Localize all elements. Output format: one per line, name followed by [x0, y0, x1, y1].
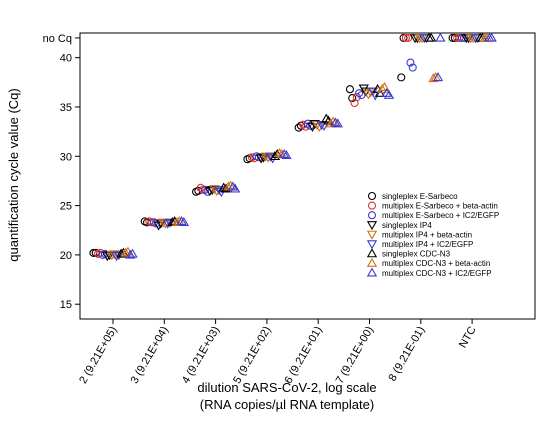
data-point — [455, 33, 464, 42]
data-point — [230, 183, 241, 193]
data-point — [220, 183, 232, 193]
legend-marker — [366, 221, 378, 231]
data-point — [426, 32, 437, 42]
data-point — [345, 85, 355, 94]
data-point — [352, 93, 361, 102]
data-point — [102, 252, 113, 262]
legend-label: multiplex CDC-N3 + beta-actin — [382, 259, 490, 268]
data-point — [381, 87, 392, 97]
legend-label: singleplex E-Sarbeco — [382, 192, 458, 201]
x-axis-title-line-2: (RNA copies/µl RNA template) — [200, 397, 374, 412]
legend-label: singleplex CDC-N3 — [382, 250, 451, 259]
data-point — [120, 247, 131, 257]
data-point — [204, 187, 215, 197]
data-point — [355, 89, 364, 98]
data-point — [314, 122, 325, 132]
data-point — [432, 72, 444, 82]
data-point — [176, 216, 187, 226]
data-point — [401, 33, 410, 42]
y-axis-title: quantification cycle value (Cq) — [6, 88, 21, 261]
legend-label: multiplex E-Sarbeco + beta-actin — [382, 202, 498, 211]
data-point — [435, 32, 446, 42]
data-point — [383, 89, 395, 99]
data-point — [269, 150, 281, 160]
data-point — [399, 33, 408, 42]
data-point — [279, 148, 290, 159]
data-point — [330, 117, 341, 127]
y-axis: 15 20 25 30 35 40 no Cq — [43, 33, 80, 311]
legend-label: multiplex E-Sarbeco + IC2/EGFP — [382, 211, 499, 220]
data-point — [357, 91, 366, 100]
plot-frame — [79, 32, 536, 320]
data-point — [125, 249, 136, 259]
data-point — [225, 180, 236, 190]
data-point — [406, 58, 415, 67]
legend-marker — [366, 257, 378, 267]
data-point — [153, 221, 164, 231]
data-point — [227, 181, 238, 191]
data-point — [404, 33, 413, 42]
y-tick-label: 20 — [60, 250, 72, 262]
x-axis-title-line-1: dilution SARS-CoV-2, log scale — [197, 380, 376, 395]
data-point — [281, 149, 292, 159]
data-point — [178, 217, 189, 227]
data-point — [486, 32, 497, 42]
data-point — [328, 116, 339, 126]
data-point — [113, 251, 124, 261]
data-point — [377, 83, 388, 93]
data-point — [256, 154, 267, 164]
data-point — [162, 219, 173, 229]
y-tick-label: 25 — [60, 201, 72, 213]
data-point — [408, 63, 417, 72]
data-point — [332, 118, 343, 128]
y-tick-label-no-cq: no Cq — [43, 33, 72, 45]
data-point — [274, 148, 285, 158]
data-point — [309, 120, 320, 130]
y-tick-label: 35 — [60, 102, 72, 114]
data-point — [348, 94, 357, 103]
legend-marker — [367, 211, 377, 220]
data-point — [397, 73, 406, 82]
legend-label: multiplex CDC-N3 + IC2/EGFP — [382, 269, 492, 278]
plot-border — [79, 32, 536, 320]
y-tick-label: 15 — [60, 299, 72, 311]
legend-label: multiplex IP4 + beta-actin — [382, 230, 472, 239]
y-tick-label: 30 — [60, 151, 72, 163]
data-point — [318, 122, 330, 132]
legend-marker — [366, 267, 378, 277]
data-point — [127, 248, 138, 258]
data-point — [363, 90, 374, 100]
data-point — [379, 81, 390, 91]
data-point — [250, 154, 259, 163]
data-point — [321, 113, 332, 123]
data-points — [89, 32, 497, 262]
data-point — [213, 186, 225, 196]
data-point — [164, 218, 176, 228]
legend-marker — [367, 191, 377, 201]
legend-label: multiplex IP4 + IC2/EGFP — [382, 240, 473, 249]
legend-marker — [366, 240, 378, 250]
legend-marker — [366, 230, 378, 240]
legend-label: singleplex IP4 — [382, 221, 432, 230]
y-tick-label: 40 — [60, 53, 72, 65]
data-point — [196, 183, 205, 192]
legend-marker — [367, 201, 377, 210]
data-point — [201, 185, 210, 194]
legend-marker — [366, 248, 378, 258]
